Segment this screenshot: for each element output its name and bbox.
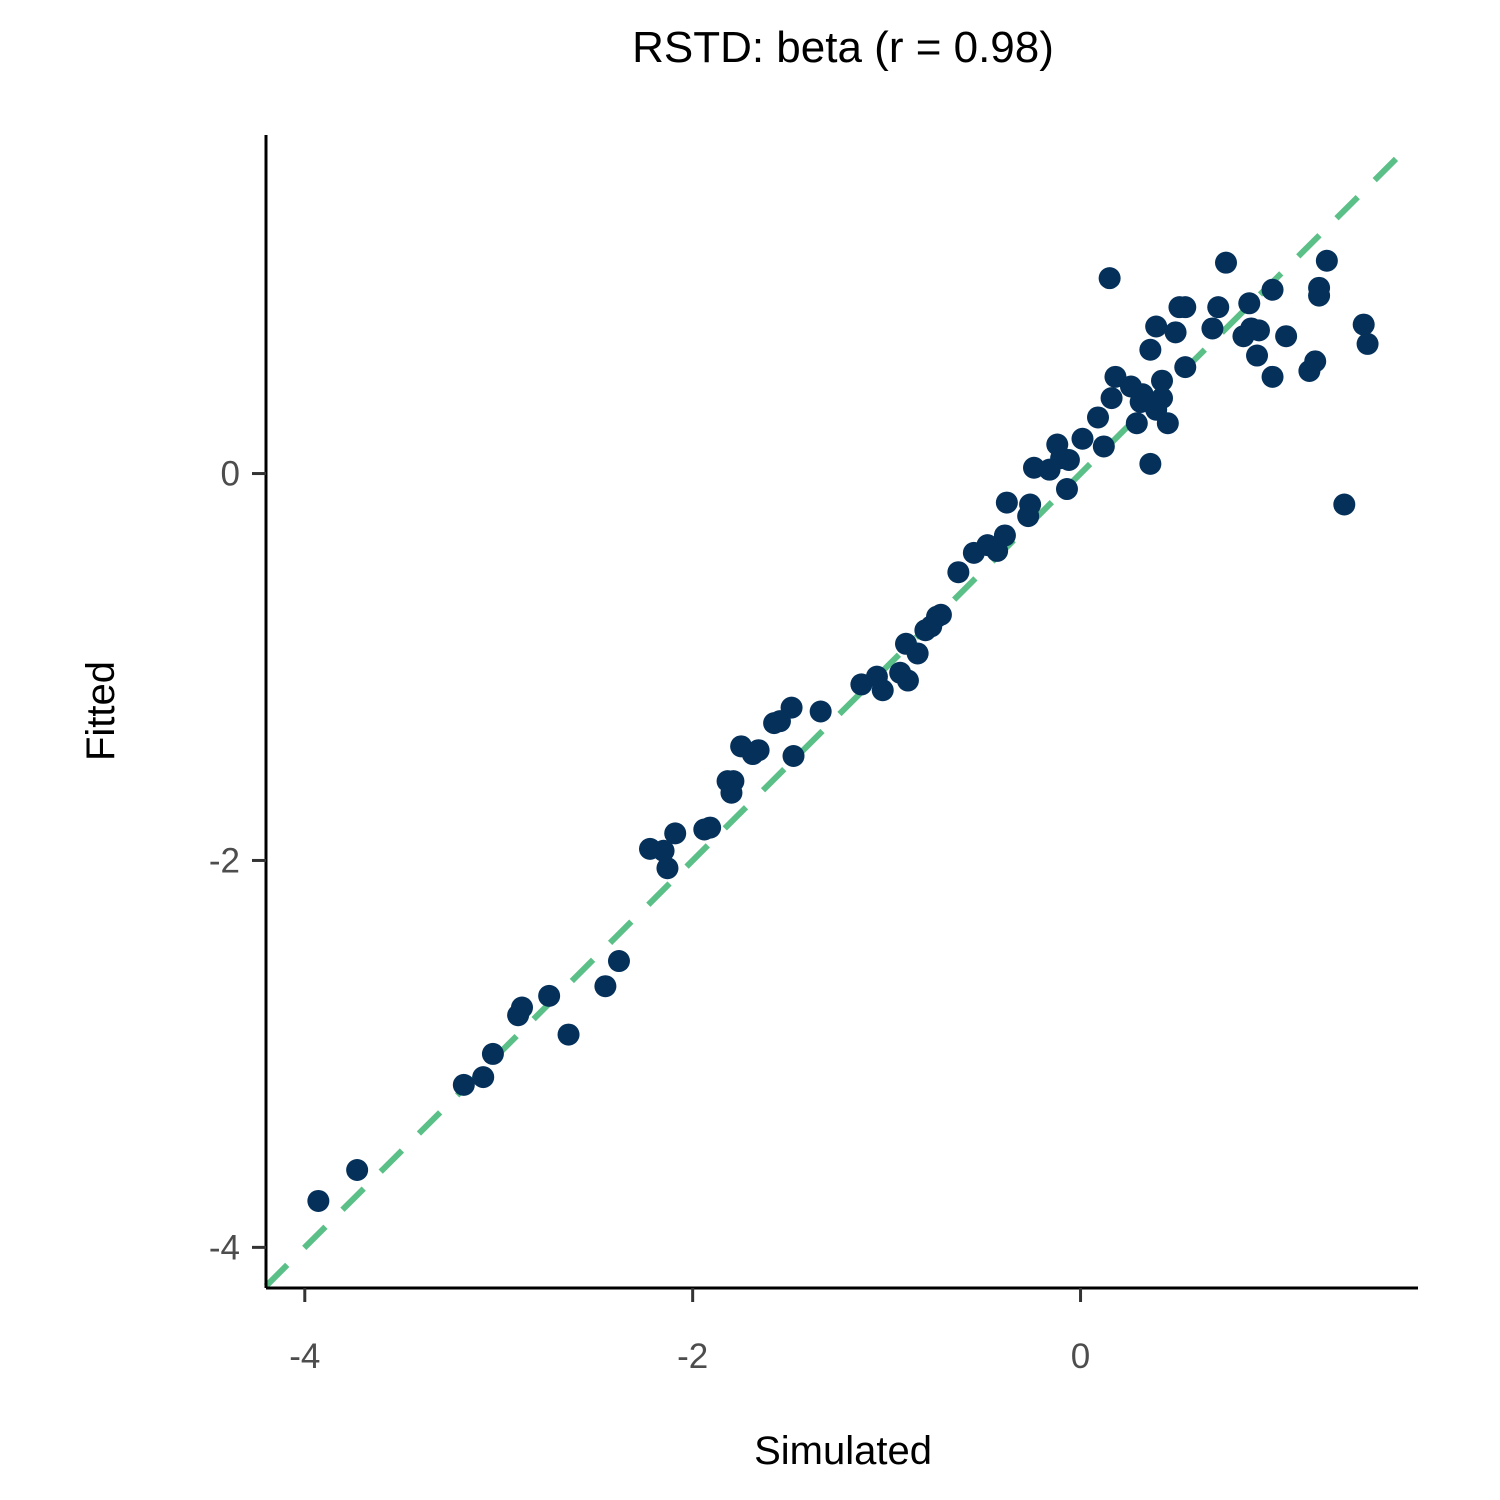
data-point [1139, 452, 1162, 475]
data-point [780, 696, 803, 719]
data-point [1164, 321, 1187, 344]
data-point [699, 816, 722, 839]
data-point [1352, 313, 1375, 336]
data-point [1246, 344, 1269, 367]
data-point [652, 839, 675, 862]
data-point [557, 1023, 580, 1046]
data-point [452, 1073, 475, 1096]
data-point [720, 781, 743, 804]
data-point [1174, 356, 1197, 379]
data-point [747, 739, 770, 762]
data-point [1261, 365, 1284, 388]
chart-title: RSTD: beta (r = 0.98) [632, 23, 1054, 72]
identity-dashed-line [263, 154, 1401, 1289]
y-axis-label: Fitted [79, 661, 123, 761]
data-point [1017, 505, 1040, 528]
data-point [809, 700, 832, 723]
data-point [1151, 387, 1173, 410]
points-layer [307, 249, 1379, 1212]
data-point [1308, 284, 1331, 307]
data-point [896, 669, 919, 692]
y-tick-label: -2 [209, 841, 240, 880]
data-point [929, 603, 952, 626]
data-point [656, 857, 679, 880]
data-point [1304, 350, 1327, 373]
data-point [607, 950, 630, 973]
data-point [871, 679, 894, 702]
data-point [995, 491, 1018, 514]
data-point [1092, 435, 1115, 458]
data-point [1098, 267, 1121, 290]
data-point [538, 984, 561, 1007]
axes: -4 -2 0 -4 -2 0 [209, 135, 1418, 1376]
data-point [1156, 412, 1179, 435]
data-point [1356, 332, 1379, 355]
data-point [1145, 315, 1168, 338]
x-axis-label: Simulated [754, 1429, 932, 1473]
y-tick-label: 0 [221, 455, 240, 494]
data-point [1207, 296, 1230, 319]
data-point [1087, 406, 1109, 429]
data-point [1151, 369, 1173, 392]
data-point [947, 561, 970, 584]
data-point [1125, 412, 1148, 435]
data-point [1131, 383, 1154, 406]
x-tick-label: -4 [289, 1337, 320, 1376]
data-point [1247, 319, 1270, 342]
data-point [594, 975, 617, 998]
data-point [1139, 338, 1162, 361]
data-point [1055, 478, 1078, 501]
data-point [1057, 449, 1080, 472]
data-point [307, 1189, 330, 1212]
x-tick-label: 0 [1071, 1337, 1090, 1376]
data-point [1315, 249, 1338, 272]
data-point [1100, 387, 1123, 410]
y-tick-label: -4 [209, 1228, 240, 1267]
data-point [664, 822, 687, 845]
data-point [906, 642, 929, 665]
data-point [1215, 251, 1237, 274]
identity-line [263, 154, 1401, 1289]
data-point [782, 744, 805, 767]
data-point [1275, 325, 1298, 348]
data-point [1333, 493, 1356, 516]
data-point [1201, 317, 1224, 340]
x-tick-label: -2 [677, 1337, 708, 1376]
data-point [511, 996, 533, 1019]
data-point [1238, 292, 1261, 315]
data-point [1174, 296, 1197, 319]
data-point [472, 1066, 495, 1089]
data-point [1071, 427, 1094, 450]
data-point [993, 524, 1016, 547]
data-point [346, 1158, 369, 1181]
data-point [1261, 278, 1284, 301]
data-point [481, 1042, 504, 1065]
